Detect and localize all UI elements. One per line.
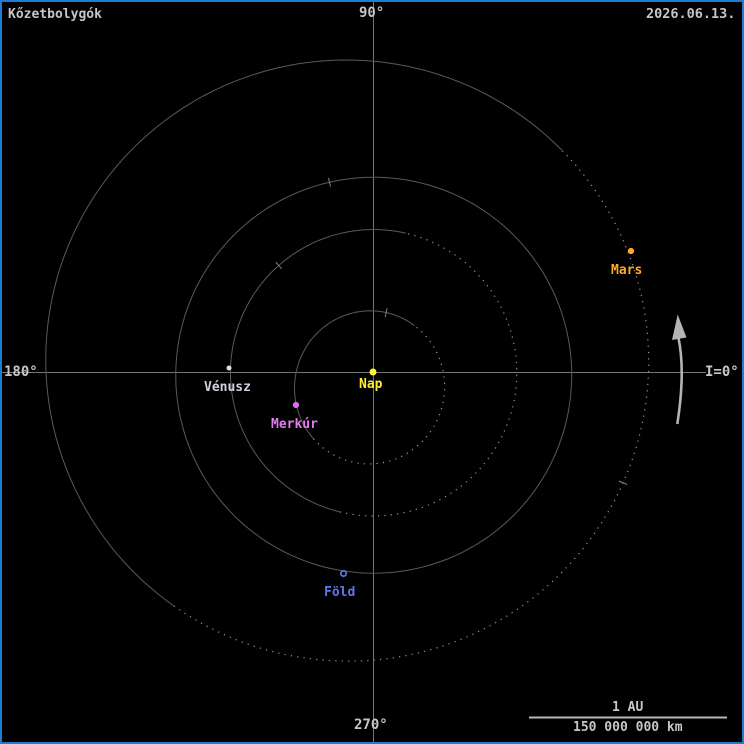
date-display: 2026.06.13. [646,6,736,22]
orbits-layer [45,59,650,662]
direction-arrow-icon [672,314,687,425]
page-title: Kőzetbolygók [8,7,102,22]
perihelion-tick-venusz [275,261,283,270]
orbit-solid-fold [175,176,573,574]
planet-dot-fold [339,569,348,578]
planet-label-fold: Föld [324,585,356,600]
axis-label-0: I=0° [705,364,739,380]
orbit-dotted-merkur [313,325,446,465]
planet-label-mars: Mars [611,263,643,278]
orbit-solid-merkur [294,310,415,440]
perihelion-tick-fold [328,177,331,187]
axis-label-270: 270° [354,717,388,733]
planet-label-venusz: Vénusz [204,380,251,395]
sun-label: Nap [359,377,383,392]
orbit-solid-venusz [229,229,406,513]
scalebar-label-km: 150 000 000 km [573,720,683,735]
orbit-dotted-venusz [339,232,518,517]
scalebar-label-au: 1 AU [612,700,644,715]
sun-dot [369,368,377,376]
planet-dot-merkur [292,401,300,409]
planet-dot-venusz [226,365,232,371]
orbit-solid-mars [45,59,563,607]
orbit-dotted-mars [173,149,650,662]
perihelion-tick-mars [618,480,628,486]
planet-dot-mars [627,247,635,255]
axis-label-180: 180° [4,364,38,380]
perihelion-tick-merkur [384,308,388,318]
planet-label-merkur: Merkúr [271,417,318,432]
axis-label-90: 90° [359,5,385,21]
